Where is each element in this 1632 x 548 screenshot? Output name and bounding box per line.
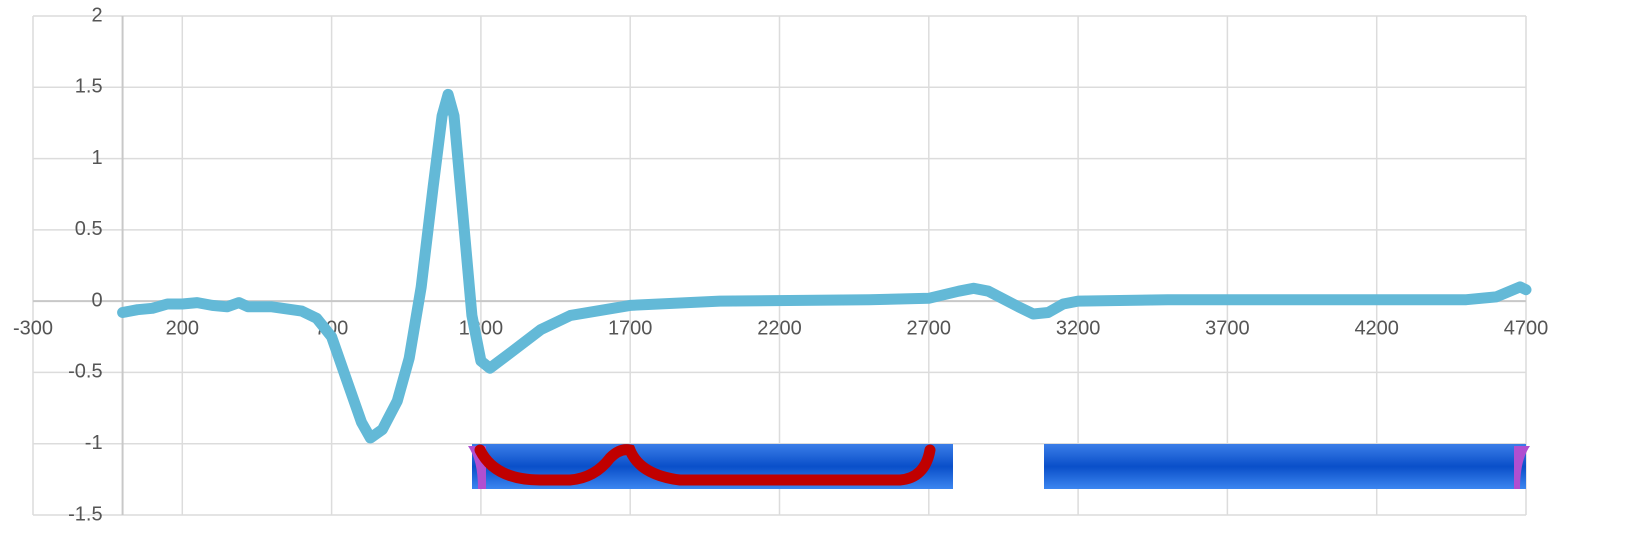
x-tick-label: 2700 [907, 317, 952, 339]
y-tick-label: 1 [91, 147, 102, 169]
x-tick-label: 200 [166, 317, 199, 339]
x-tick-label: 4200 [1354, 317, 1399, 339]
chart: -1.5-1-0.500.511.52-30020070012001700220… [0, 0, 1632, 548]
x-tick-label: 3200 [1056, 317, 1101, 339]
y-tick-label: 2 [91, 4, 102, 26]
pipe-illustration [468, 444, 1530, 489]
x-tick-label: -300 [13, 317, 53, 339]
x-tick-label: 1700 [608, 317, 653, 339]
y-tick-label: 1.5 [75, 76, 103, 98]
x-tick-label: 2200 [757, 317, 802, 339]
y-tick-label: -0.5 [68, 361, 102, 383]
page: {"chart_data": {"type": "line", "x": [0,… [0, 0, 1632, 548]
data-line [123, 94, 1526, 438]
y-tick-label: 0.5 [75, 218, 103, 240]
y-tick-label: -1 [85, 432, 103, 454]
x-tick-label: 3700 [1205, 317, 1250, 339]
y-tick-label: 0 [91, 289, 102, 311]
pipe-segment [1044, 444, 1526, 489]
x-tick-label: 4700 [1504, 317, 1549, 339]
y-tick-label: -1.5 [68, 503, 102, 525]
